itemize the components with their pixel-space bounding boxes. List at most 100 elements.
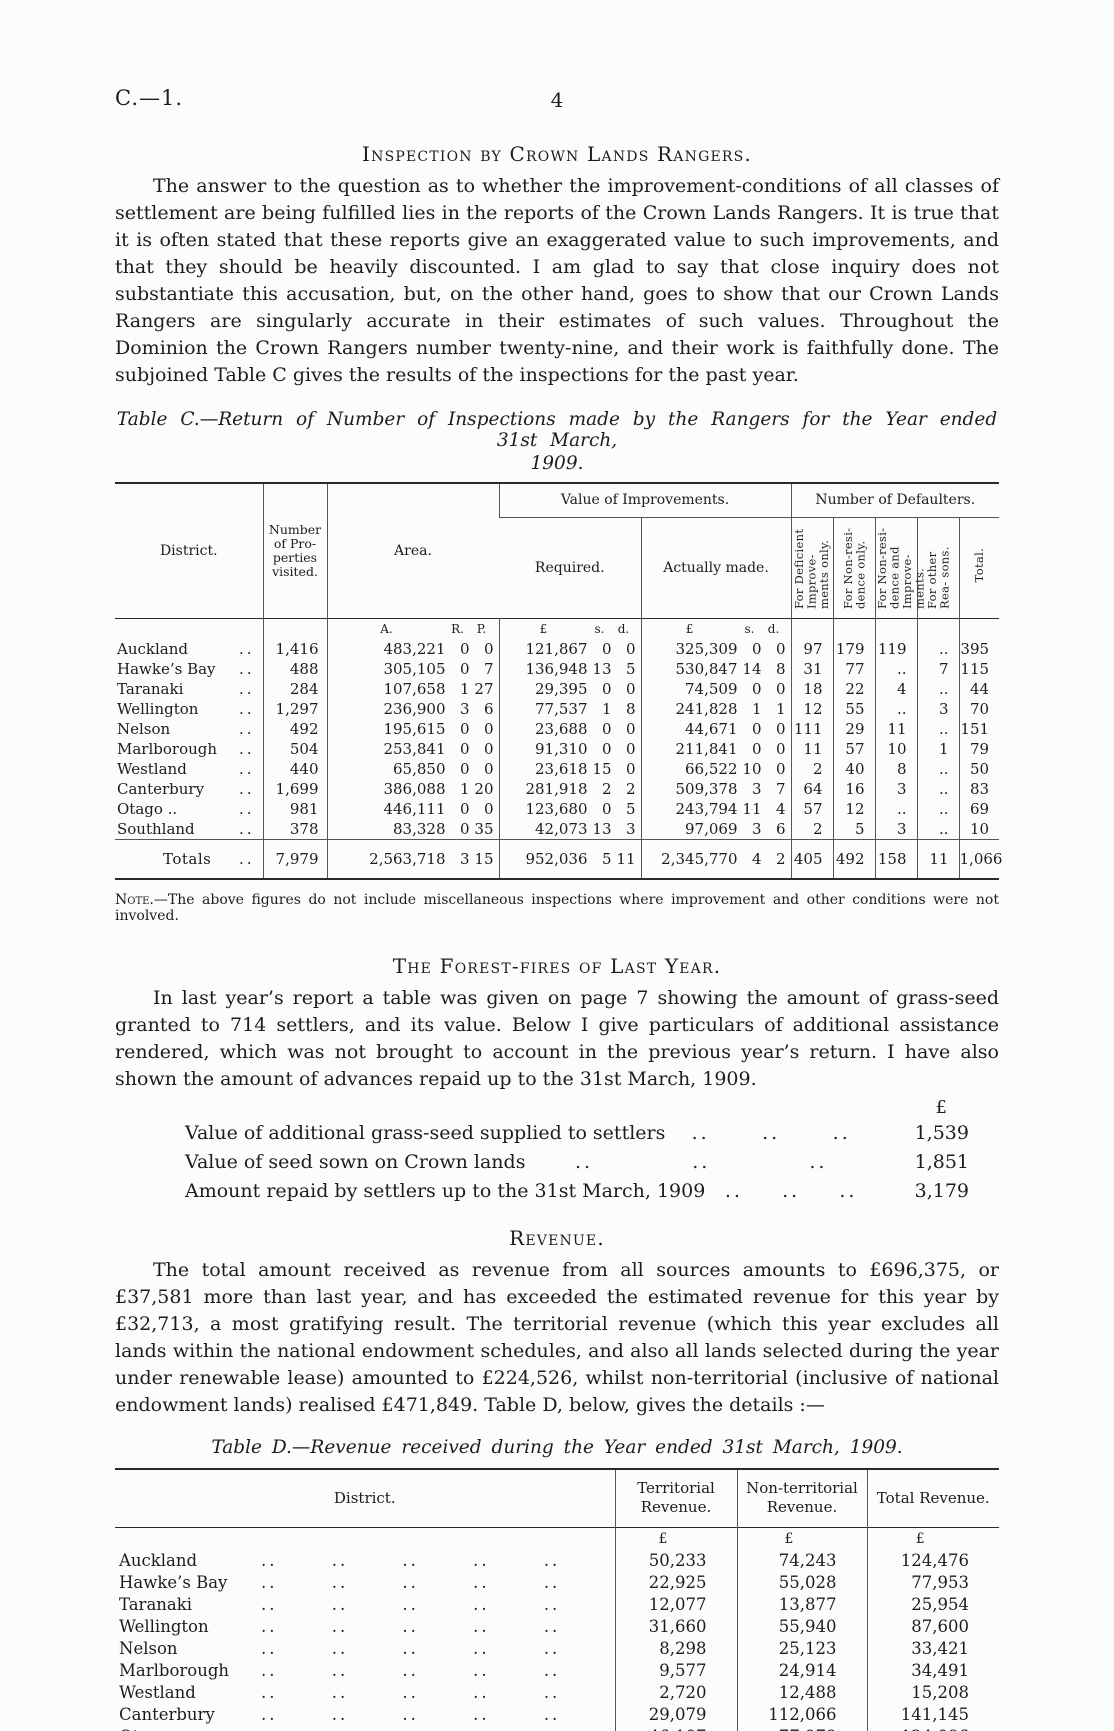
dot-leader: .. bbox=[261, 1572, 278, 1592]
totals-total: 1,066 bbox=[958, 838, 1002, 879]
district-cell: Westland .. .. .. .. .. bbox=[115, 1682, 615, 1704]
dot-leader: .. bbox=[261, 1616, 278, 1636]
other-reasons-cell: .. bbox=[916, 778, 960, 799]
non-territorial-revenue-cell: 74,243 bbox=[736, 1549, 867, 1572]
territorial-revenue-cell: 8,298 bbox=[614, 1637, 737, 1660]
dot-leader: .. bbox=[473, 1638, 490, 1658]
area-cell: 107,658 1 27 bbox=[326, 678, 499, 699]
dot-leader: .. bbox=[543, 1638, 561, 1658]
total-revenue-cell: 77,953 bbox=[866, 1571, 999, 1594]
table-row: Wellington .. .. .. .. .. 31,660 55,940 … bbox=[115, 1615, 999, 1638]
area-cell: 83,328 0 35 bbox=[326, 818, 499, 839]
revenue-heading: Revenue. bbox=[509, 1226, 605, 1250]
territorial-revenue-cell: 9,577 bbox=[614, 1659, 737, 1682]
dot-leader: .. bbox=[473, 1660, 490, 1680]
area-cell: 65,850 0 0 bbox=[326, 758, 499, 779]
district-cell: Canterbury.. bbox=[115, 779, 263, 799]
total-cell: 50 bbox=[958, 758, 1000, 779]
required-cell: 23,688 0 0 bbox=[498, 718, 641, 739]
non-residence-improvements-cell: 3 bbox=[874, 778, 918, 799]
totals-def4: 11 bbox=[916, 838, 960, 879]
district-cell: Taranaki .. .. .. .. .. bbox=[115, 1594, 615, 1616]
non-residence-cell: 12 bbox=[832, 798, 876, 819]
district-cell: Wellington.. bbox=[115, 699, 263, 719]
total-cell: 70 bbox=[958, 698, 1000, 719]
territorial-revenue-cell: 50,233 bbox=[614, 1549, 737, 1572]
note-prefix: Note. bbox=[115, 892, 154, 908]
total-cell: 10 bbox=[958, 818, 1000, 839]
required-cell: 281,918 2 2 bbox=[498, 778, 641, 799]
non-territorial-revenue-cell: 13,877 bbox=[736, 1593, 867, 1616]
dot-leader: .. bbox=[543, 1682, 561, 1702]
total-revenue-cell: 25,954 bbox=[866, 1593, 999, 1616]
dot-leader: .. bbox=[331, 1638, 349, 1658]
district-name: Westland bbox=[117, 759, 187, 778]
district-name: Marlborough bbox=[117, 739, 218, 758]
territorial-revenue-cell: 12,077 bbox=[614, 1593, 737, 1616]
other-reasons-cell: 1 bbox=[916, 738, 960, 759]
totals-label-cell: Totals.. bbox=[115, 838, 263, 879]
dot-leader: .. bbox=[331, 1550, 349, 1570]
dot-leader: .. bbox=[782, 1180, 801, 1202]
finance-value: 1,539 bbox=[914, 1122, 969, 1144]
non-residence-improvements-cell: 8 bbox=[874, 758, 918, 779]
actually-made-cell: 243,794 11 4 bbox=[640, 798, 792, 819]
dot-leader: .. bbox=[402, 1704, 419, 1724]
district-cell: Hawke’s Bay .. .. .. .. .. bbox=[115, 1572, 615, 1594]
non-residence-cell: 179 bbox=[832, 638, 876, 659]
col-header-other-reasons: For other Rea- sons. bbox=[916, 517, 960, 618]
table-row: Otago .... 981 446,111 0 0 123,680 0 5 243,7… bbox=[115, 798, 1000, 819]
other-reasons-cell: .. bbox=[916, 798, 960, 819]
dot-leader: .. bbox=[832, 1122, 851, 1144]
district-name: Otago .. bbox=[117, 799, 178, 818]
col-header-required: Required. bbox=[534, 559, 605, 576]
other-reasons-cell: .. bbox=[916, 718, 960, 739]
table-row: Canterbury .. .. .. .. .. 29,079 112,066… bbox=[115, 1703, 999, 1726]
non-residence-improvements-cell: 3 bbox=[874, 818, 918, 839]
col-header-deficient-improvements: For Deficient Improve- ments only. bbox=[790, 517, 834, 618]
dot-leader: .. bbox=[575, 1151, 594, 1173]
table-row: Westland .. .. .. .. .. 2,720 12,488 15,… bbox=[115, 1681, 999, 1704]
table-row: Marlborough.. 504 253,841 0 0 91,310 0 0 211… bbox=[115, 738, 1000, 759]
col-header-total: Total. bbox=[958, 517, 1000, 618]
dot-leader: .. bbox=[402, 1572, 419, 1592]
table-c-caption-year: 1909. bbox=[530, 453, 584, 474]
total-cell: 44 bbox=[958, 678, 1000, 699]
visited-cell: 504 bbox=[262, 738, 327, 759]
non-residence-cell: 16 bbox=[832, 778, 876, 799]
dot-leader: .. bbox=[762, 1122, 781, 1144]
dot-leader: .. bbox=[238, 659, 255, 678]
dot-leader: .. bbox=[544, 1726, 615, 1731]
non-residence-cell: 77 bbox=[832, 658, 876, 679]
col-header-non-territorial-revenue: Non-territorial Revenue. bbox=[736, 1469, 867, 1527]
district-name: Wellington bbox=[117, 699, 199, 718]
district-cell: Otago .... bbox=[115, 799, 263, 819]
district-name: Southland bbox=[117, 819, 195, 838]
visited-cell: 488 bbox=[262, 658, 327, 679]
total-revenue-cell: 124,086 bbox=[866, 1725, 999, 1731]
district-name: Taranaki bbox=[119, 1594, 193, 1614]
col-header-district: District. bbox=[333, 1488, 396, 1507]
table-row: Taranaki .. .. .. .. .. 12,077 13,877 25… bbox=[115, 1593, 999, 1616]
col-header-non-residence-only: For Non-resi- dence only. bbox=[832, 517, 876, 618]
total-revenue-cell: 141,145 bbox=[866, 1703, 999, 1726]
dot-leader: .. bbox=[238, 819, 255, 838]
visited-cell: 440 bbox=[262, 758, 327, 779]
district-cell: Southland.. bbox=[115, 819, 263, 840]
total-cell: 79 bbox=[958, 738, 1000, 759]
finance-line: Value of seed sown on Crown lands .. .. … bbox=[115, 1148, 999, 1177]
non-residence-cell: 57 bbox=[832, 738, 876, 759]
revenue-paragraph: The total amount received as revenue fro… bbox=[115, 1259, 999, 1416]
totals-visited: 7,979 bbox=[262, 838, 327, 879]
table-row: Nelson.. 492 195,615 0 0 23,688 0 0 44,671 0 0… bbox=[115, 718, 1000, 739]
non-residence-cell: 40 bbox=[832, 758, 876, 779]
required-cell: 121,867 0 0 bbox=[498, 638, 641, 659]
finance-value: 3,179 bbox=[914, 1180, 970, 1202]
dot-leader: .. bbox=[543, 1660, 561, 1680]
dot-leader: .. bbox=[261, 1682, 278, 1702]
non-residence-cell: 22 bbox=[832, 678, 876, 699]
district-name: Wellington bbox=[119, 1616, 209, 1636]
col-header-district: District. bbox=[159, 542, 218, 559]
table-row: Southland.. 378 83,328 0 35 42,073 13 3 97,0… bbox=[115, 818, 1000, 840]
non-residence-improvements-cell: 11 bbox=[874, 718, 918, 739]
